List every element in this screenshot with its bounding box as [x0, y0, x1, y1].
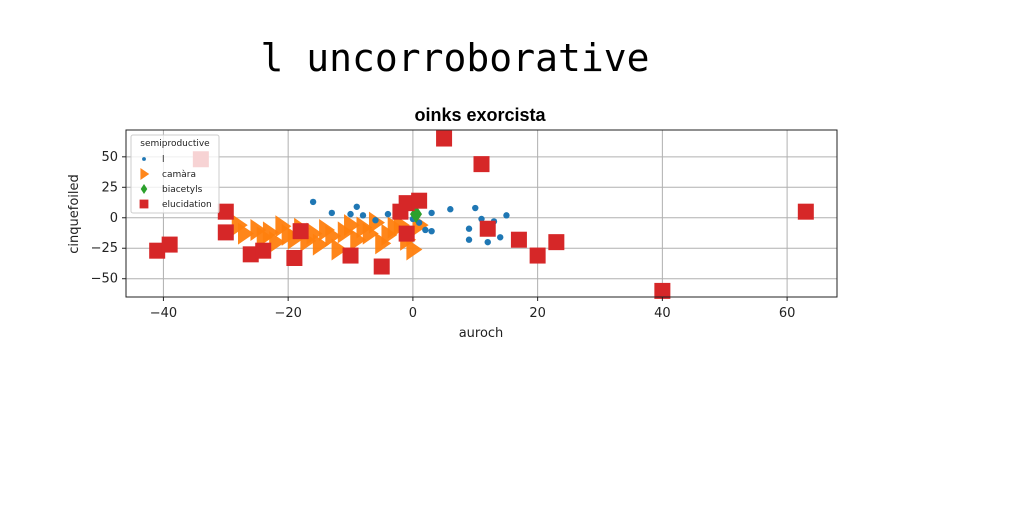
data-points [149, 130, 814, 299]
data-point-circle [384, 210, 392, 218]
data-point-triangle-right [350, 228, 367, 251]
x-tick-label: 0 [409, 306, 417, 321]
data-point-square [797, 203, 814, 220]
data-point-circle [372, 217, 379, 224]
data-point-circle [422, 226, 429, 234]
y-tick-label: −25 [91, 241, 118, 256]
data-point-square [373, 258, 390, 275]
data-point-circle [428, 209, 435, 217]
legend-title: semiproductive [140, 139, 210, 149]
data-point-square [217, 203, 234, 220]
data-point-square [161, 236, 178, 253]
x-tick-label: 20 [529, 306, 546, 321]
data-point-square [398, 195, 415, 212]
data-point-circle [359, 212, 367, 219]
data-point-square [473, 156, 490, 173]
data-point-triangle-right [269, 231, 286, 254]
data-point-square [286, 249, 303, 266]
x-tick-label: 40 [654, 306, 671, 321]
data-point-triangle-right [362, 222, 379, 245]
data-point-square [242, 246, 259, 263]
data-point-triangle-right [331, 238, 348, 261]
data-point-square [398, 225, 415, 242]
legend: semiproductive l camàra biacetyls elucidati… [130, 134, 220, 214]
data-point-triangle-right [344, 214, 361, 237]
data-point-circle [484, 238, 491, 246]
data-point-square [292, 223, 309, 240]
data-point-circle [309, 198, 317, 206]
data-point-square [411, 192, 428, 209]
data-point-circle [428, 227, 435, 235]
data-point-square [255, 242, 272, 259]
legend-marker-circle [142, 157, 146, 161]
data-point-square [510, 231, 527, 248]
data-point-square [436, 130, 453, 147]
y-tick-label: 25 [101, 180, 118, 195]
data-point-circle [478, 215, 485, 223]
data-point-circle [328, 209, 336, 217]
x-tick-label: 60 [779, 306, 796, 321]
data-point-square [149, 242, 166, 259]
legend-marker-diamond [140, 184, 148, 194]
data-point-circle [465, 225, 473, 232]
legend-entry-label: elucidation [162, 200, 212, 210]
data-point-square [548, 234, 565, 251]
legend-entry-label: biacetyls [162, 185, 203, 195]
data-point-circle [415, 219, 423, 226]
data-point-circle [353, 203, 360, 210]
data-point-circle [347, 210, 354, 218]
y-tick-label: 0 [110, 211, 118, 226]
data-point-circle [472, 204, 479, 212]
plot-frame [125, 129, 838, 298]
data-point-circle [497, 234, 504, 241]
x-tick-label: −40 [150, 306, 177, 321]
y-tick-label: 50 [101, 150, 118, 165]
legend-marker-square [139, 199, 149, 209]
legend-marker-triangle-right [140, 167, 150, 181]
x-axis-label: auroch [459, 326, 504, 341]
data-point-square [479, 220, 496, 237]
chart-title: oinks exorcista [414, 105, 546, 125]
data-point-triangle-right [325, 225, 342, 248]
data-point-circle [503, 212, 510, 219]
axis-ticks: −40 −20 0 20 40 60 −50 −25 0 25 50 [91, 150, 796, 321]
data-point-square [654, 282, 671, 299]
data-point-triangle-right [312, 233, 329, 256]
data-point-triangle-right [238, 222, 254, 245]
figure-suptitle: l uncorroborative [260, 36, 650, 80]
data-point-square [342, 247, 359, 264]
x-tick-label: −20 [274, 306, 301, 321]
data-point-square [217, 224, 234, 241]
legend-box [130, 134, 220, 214]
legend-entry-label: l [162, 155, 165, 165]
y-tick-label: −50 [91, 272, 118, 287]
legend-entry-label: camàra [162, 170, 196, 180]
data-point-circle [465, 236, 473, 243]
y-axis-label: cinquefoiled [67, 174, 82, 254]
data-point-triangle-right [406, 238, 423, 261]
data-point-square [529, 247, 546, 264]
data-point-triangle-right [306, 222, 323, 245]
data-point-circle [447, 206, 454, 213]
